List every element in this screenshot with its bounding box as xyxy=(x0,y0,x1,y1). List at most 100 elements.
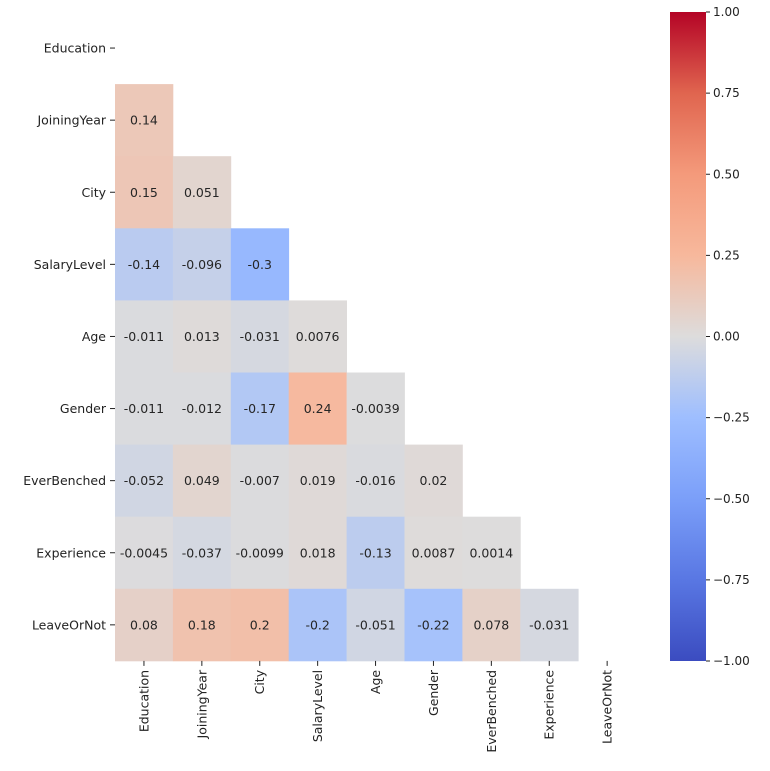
y-axis: Education JoiningYear City SalaryLevel Age Ge… xyxy=(23,41,115,632)
colorbar-tick-label-4: 0.00 xyxy=(713,330,740,344)
y-tick-label-SalaryLevel: SalaryLevel xyxy=(34,257,106,272)
cell-label-JoiningYear-Education: 0.14 xyxy=(130,113,158,128)
cell-label-Experience-Age: -0.13 xyxy=(359,545,391,560)
colorbar-tick-label-8: −1.00 xyxy=(713,654,750,668)
y-tick-label-Gender: Gender xyxy=(60,401,107,416)
x-tick-label-EverBenched: EverBenched xyxy=(484,670,499,753)
cell-Experience-Age xyxy=(346,516,405,590)
cell-SalaryLevel-City xyxy=(230,228,290,301)
colorbar-tick-label-5: −0.25 xyxy=(713,411,750,425)
cell-Experience-EverBenched xyxy=(462,516,521,590)
cell-Age-Education xyxy=(115,300,174,373)
x-tick-label-JoiningYear: JoiningYear xyxy=(194,669,209,739)
cell-Experience-SalaryLevel xyxy=(288,516,347,590)
colorbar-gradient xyxy=(670,12,706,661)
cell-LeaveOrNot-Education xyxy=(115,588,174,662)
cell-label-Age-JoiningYear: 0.013 xyxy=(184,329,220,344)
colorbar-tick-label-1: 0.75 xyxy=(713,86,740,100)
cell-Gender-Age xyxy=(346,372,405,445)
cell-Experience-JoiningYear xyxy=(172,516,232,590)
cell-Gender-JoiningYear xyxy=(172,372,232,445)
cell-Gender-SalaryLevel xyxy=(288,372,347,445)
cell-label-Gender-City: -0.17 xyxy=(244,401,276,416)
cell-EverBenched-SalaryLevel xyxy=(288,444,347,518)
cell-label-Gender-Education: -0.011 xyxy=(124,401,164,416)
cell-label-EverBenched-Age: -0.016 xyxy=(355,473,395,488)
y-tick-label-City: City xyxy=(82,185,107,200)
cell-label-LeaveOrNot-EverBenched: 0.078 xyxy=(473,617,509,632)
cell-label-EverBenched-SalaryLevel: 0.019 xyxy=(300,473,336,488)
y-tick-label-Education: Education xyxy=(44,41,106,56)
heatmap-cell-labels: 0.14 0.15 0.051 -0.14 -0.096 -0.3 -0.011 0.013 -… xyxy=(120,113,570,633)
cell-EverBenched-City xyxy=(230,444,290,518)
cell-LeaveOrNot-EverBenched xyxy=(462,588,521,662)
x-tick-label-City: City xyxy=(252,669,267,694)
x-tick-label-Gender: Gender xyxy=(426,669,441,716)
cell-label-LeaveOrNot-SalaryLevel: -0.2 xyxy=(305,617,329,632)
cell-LeaveOrNot-SalaryLevel xyxy=(288,588,347,662)
cell-Age-JoiningYear xyxy=(172,300,232,373)
heatmap-cells xyxy=(115,84,579,662)
cell-label-EverBenched-JoiningYear: 0.049 xyxy=(184,473,220,488)
cell-Age-SalaryLevel xyxy=(288,300,347,373)
cell-label-EverBenched-City: -0.007 xyxy=(240,473,280,488)
cell-Age-City xyxy=(230,300,290,373)
cell-Experience-Education xyxy=(115,516,174,590)
cell-label-Gender-JoiningYear: -0.012 xyxy=(182,401,222,416)
cell-City-Education xyxy=(115,156,174,229)
cell-label-Experience-JoiningYear: -0.037 xyxy=(182,545,222,560)
cell-label-Age-City: -0.031 xyxy=(240,329,280,344)
colorbar-tick-label-7: −0.75 xyxy=(713,573,750,587)
cell-Experience-City xyxy=(230,516,290,590)
cell-label-LeaveOrNot-City: 0.2 xyxy=(250,617,270,632)
cell-label-SalaryLevel-Education: -0.14 xyxy=(128,257,160,272)
x-tick-label-SalaryLevel: SalaryLevel xyxy=(310,670,325,742)
cell-label-EverBenched-Education: -0.052 xyxy=(124,473,164,488)
cell-LeaveOrNot-JoiningYear xyxy=(172,588,232,662)
x-axis: Education JoiningYear City SalaryLevel Age Ge… xyxy=(136,660,615,753)
x-tick-label-Age: Age xyxy=(368,670,383,694)
x-tick-label-LeaveOrNot: LeaveOrNot xyxy=(600,670,615,744)
cell-label-Gender-Age: -0.0039 xyxy=(351,401,399,416)
x-tick-label-Experience: Experience xyxy=(542,670,557,740)
colorbar-tick-label-0: 1.00 xyxy=(713,5,740,19)
cell-label-LeaveOrNot-JoiningYear: 0.18 xyxy=(188,617,216,632)
cell-Gender-City xyxy=(230,372,290,445)
cell-label-LeaveOrNot-Experience: -0.031 xyxy=(529,617,569,632)
colorbar-tick-label-6: −0.50 xyxy=(713,492,750,506)
y-tick-label-JoiningYear: JoiningYear xyxy=(36,113,106,128)
x-tick-label-Education: Education xyxy=(136,670,151,732)
cell-label-Experience-Gender: 0.0087 xyxy=(412,545,456,560)
cell-EverBenched-Education xyxy=(115,444,174,518)
cell-label-Age-Education: -0.011 xyxy=(124,329,164,344)
cell-label-SalaryLevel-JoiningYear: -0.096 xyxy=(182,257,222,272)
cell-LeaveOrNot-Experience xyxy=(520,588,579,662)
cell-City-JoiningYear xyxy=(172,156,232,229)
cell-label-EverBenched-Gender: 0.02 xyxy=(420,473,448,488)
cell-SalaryLevel-Education xyxy=(115,228,174,301)
y-tick-label-LeaveOrNot: LeaveOrNot xyxy=(32,617,106,632)
cell-LeaveOrNot-Age xyxy=(346,588,405,662)
cell-label-SalaryLevel-City: -0.3 xyxy=(248,257,272,272)
cell-LeaveOrNot-Gender xyxy=(404,588,463,662)
colorbar-tick-label-2: 0.50 xyxy=(713,167,740,181)
cell-label-LeaveOrNot-Age: -0.051 xyxy=(355,617,395,632)
cell-label-City-JoiningYear: 0.051 xyxy=(184,185,220,200)
cell-label-LeaveOrNot-Gender: -0.22 xyxy=(417,617,449,632)
cell-label-Gender-SalaryLevel: 0.24 xyxy=(304,401,332,416)
cell-label-Experience-City: -0.0099 xyxy=(236,545,284,560)
cell-EverBenched-Age xyxy=(346,444,405,518)
y-tick-label-Experience: Experience xyxy=(36,545,106,560)
y-tick-label-Age: Age xyxy=(82,329,106,344)
cell-Gender-Education xyxy=(115,372,174,445)
cell-EverBenched-JoiningYear xyxy=(172,444,232,518)
cell-LeaveOrNot-City xyxy=(230,588,290,662)
cell-label-City-Education: 0.15 xyxy=(130,185,158,200)
colorbar: 1.00 0.75 0.50 0.25 0.00 −0.25 −0.50 −0.75 −1.00 xyxy=(670,5,750,668)
cell-SalaryLevel-JoiningYear xyxy=(172,228,232,301)
y-tick-label-EverBenched: EverBenched xyxy=(23,473,106,488)
cell-label-Experience-EverBenched: 0.0014 xyxy=(469,545,513,560)
cell-label-Experience-SalaryLevel: 0.018 xyxy=(300,545,336,560)
cell-label-LeaveOrNot-Education: 0.08 xyxy=(130,617,158,632)
cell-Experience-Gender xyxy=(404,516,463,590)
